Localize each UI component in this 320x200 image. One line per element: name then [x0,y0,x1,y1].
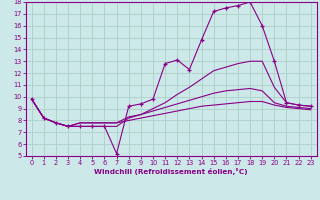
X-axis label: Windchill (Refroidissement éolien,°C): Windchill (Refroidissement éolien,°C) [94,168,248,175]
